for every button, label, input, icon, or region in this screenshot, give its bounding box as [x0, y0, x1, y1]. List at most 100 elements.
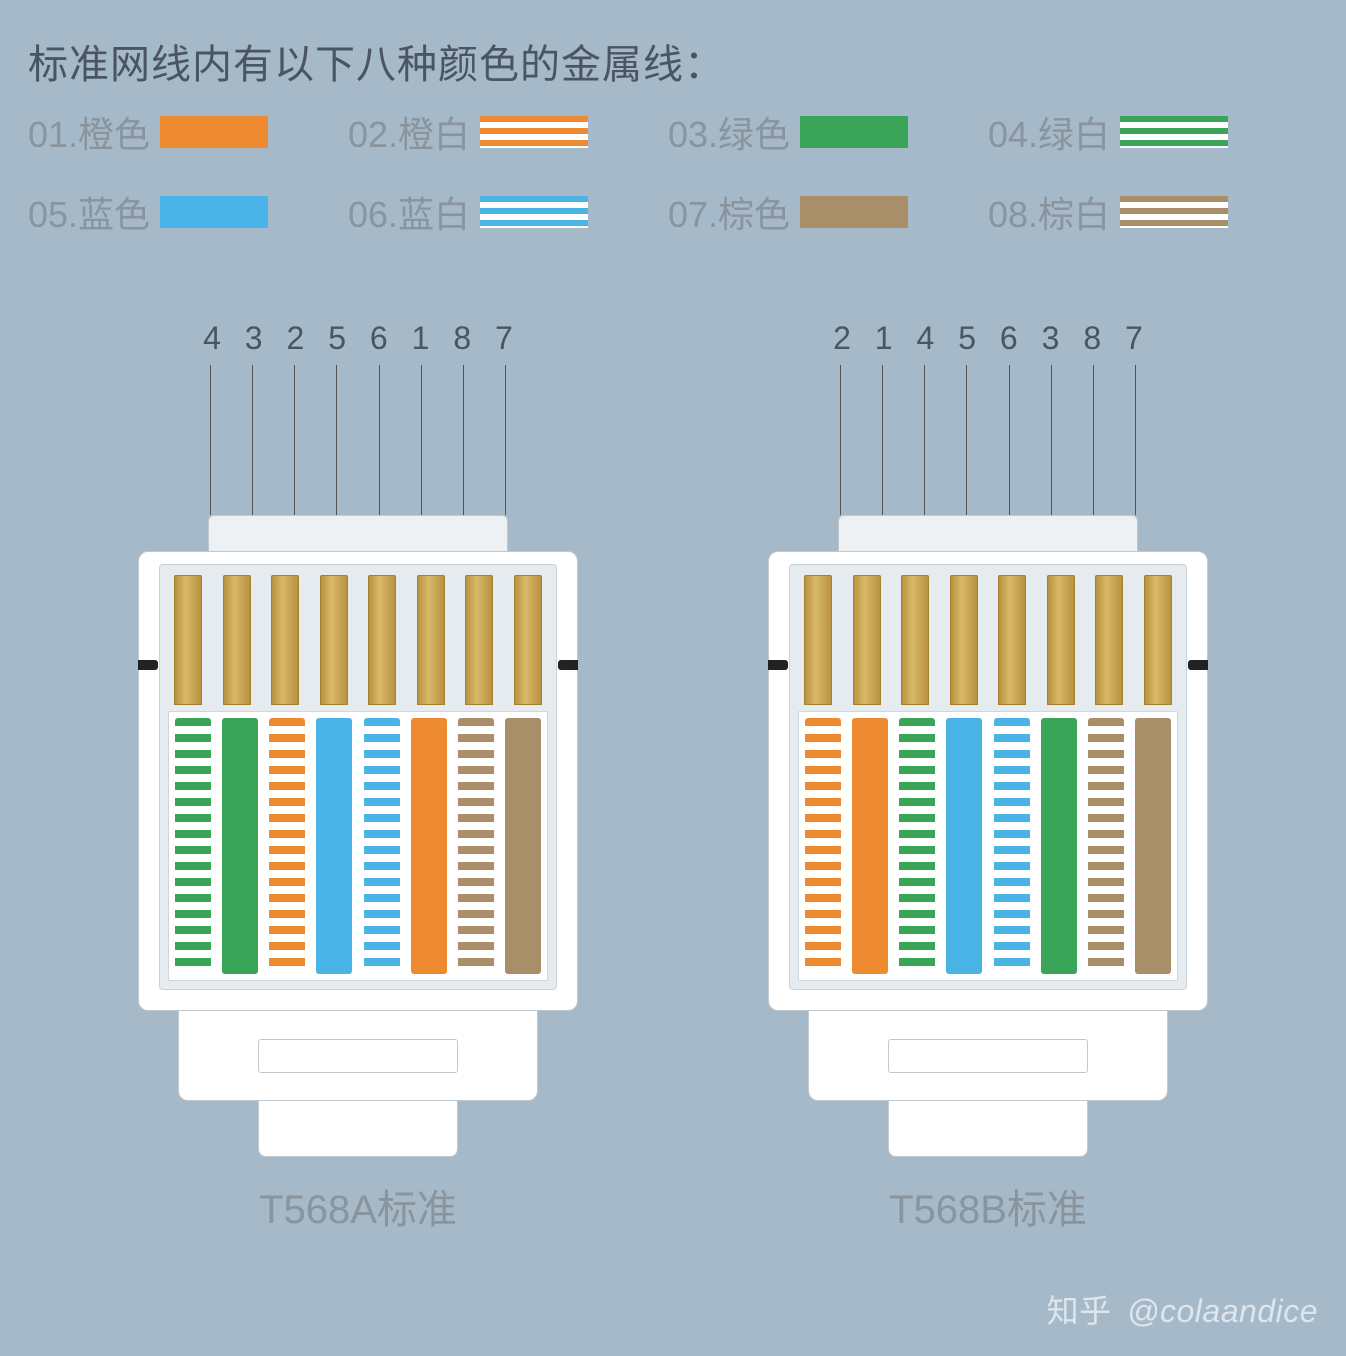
- rj45-plug: [138, 515, 578, 1157]
- plug-clip: [888, 1101, 1088, 1157]
- plug-clip: [258, 1101, 458, 1157]
- wire: [1088, 718, 1124, 974]
- connector: 21456387 T568B标准: [768, 320, 1208, 1235]
- wire: [364, 718, 400, 974]
- connector: 43256187 T568A标准: [138, 320, 578, 1235]
- lead-line: [1009, 365, 1010, 515]
- legend-label: 01.橙色: [28, 106, 150, 158]
- legend-label: 05.蓝色: [28, 186, 150, 238]
- inner-panel: [789, 564, 1187, 990]
- lead-lines: [820, 365, 1156, 515]
- gold-pin: [1095, 575, 1123, 705]
- lead-line: [505, 365, 506, 515]
- wire: [1041, 718, 1077, 974]
- wire: [899, 718, 935, 974]
- gold-pin: [465, 575, 493, 705]
- lead-line: [210, 365, 211, 515]
- lead-line: [1135, 365, 1136, 515]
- wire: [458, 718, 494, 974]
- lead-line: [379, 365, 380, 515]
- legend-item: 05.蓝色: [28, 186, 348, 238]
- pin-number: 8: [444, 320, 480, 357]
- legend-label: 07.棕色: [668, 186, 790, 238]
- legend-swatch: [1120, 116, 1228, 148]
- gold-pin: [901, 575, 929, 705]
- lead-line: [840, 365, 841, 515]
- plug-notch: [138, 660, 158, 670]
- pin-number: 1: [866, 320, 902, 357]
- pin-numbers-row: 21456387: [820, 320, 1156, 357]
- plug-top-tab: [208, 515, 508, 551]
- legend-label: 02.橙白: [348, 106, 470, 158]
- legend-swatch: [480, 116, 588, 148]
- wire-row: [168, 711, 548, 981]
- gold-pin: [417, 575, 445, 705]
- gold-pin: [271, 575, 299, 705]
- wire: [269, 718, 305, 974]
- pin-number: 7: [486, 320, 522, 357]
- watermark-logo: 知乎: [1047, 1293, 1112, 1329]
- wire: [946, 718, 982, 974]
- pin-number: 5: [949, 320, 985, 357]
- legend-label: 03.绿色: [668, 106, 790, 158]
- legend-swatch: [1120, 196, 1228, 228]
- legend: 01.橙色02.橙白03.绿色04.绿白05.蓝色06.蓝白07.棕色08.棕白: [28, 106, 1308, 238]
- gold-pin: [853, 575, 881, 705]
- pin-number: 2: [824, 320, 860, 357]
- gold-pin: [514, 575, 542, 705]
- gold-pin: [804, 575, 832, 705]
- plug-base: [178, 1011, 538, 1101]
- legend-swatch: [160, 196, 268, 228]
- plug-slot: [888, 1039, 1088, 1073]
- legend-swatch: [160, 116, 268, 148]
- legend-item: 04.绿白: [988, 106, 1308, 158]
- plug-body: [138, 551, 578, 1011]
- wire: [316, 718, 352, 974]
- gold-pin: [320, 575, 348, 705]
- legend-swatch: [480, 196, 588, 228]
- lead-line: [336, 365, 337, 515]
- lead-line: [294, 365, 295, 515]
- page-title: 标准网线内有以下八种颜色的金属线：: [28, 32, 725, 90]
- plug-notch: [1188, 660, 1208, 670]
- lead-line: [1051, 365, 1052, 515]
- legend-swatch: [800, 196, 908, 228]
- pin-number: 5: [319, 320, 355, 357]
- wire: [222, 718, 258, 974]
- pin-numbers-row: 43256187: [190, 320, 526, 357]
- connector-label: T568A标准: [138, 1177, 578, 1235]
- pin-number: 3: [1033, 320, 1069, 357]
- gold-pin: [998, 575, 1026, 705]
- wire: [852, 718, 888, 974]
- pin-number: 3: [236, 320, 272, 357]
- gold-pin: [174, 575, 202, 705]
- wire: [175, 718, 211, 974]
- lead-line: [882, 365, 883, 515]
- lead-line: [1093, 365, 1094, 515]
- lead-lines: [190, 365, 526, 515]
- plug-body: [768, 551, 1208, 1011]
- pin-number: 6: [361, 320, 397, 357]
- legend-item: 07.棕色: [668, 186, 988, 238]
- wire: [411, 718, 447, 974]
- gold-pins-row: [798, 575, 1178, 705]
- gold-pin: [368, 575, 396, 705]
- wire: [805, 718, 841, 974]
- gold-pins-row: [168, 575, 548, 705]
- pin-number: 6: [991, 320, 1027, 357]
- pin-number: 4: [907, 320, 943, 357]
- lead-line: [252, 365, 253, 515]
- lead-line: [924, 365, 925, 515]
- legend-label: 04.绿白: [988, 106, 1110, 158]
- connector-label: T568B标准: [768, 1177, 1208, 1235]
- legend-swatch: [800, 116, 908, 148]
- legend-item: 02.橙白: [348, 106, 668, 158]
- plug-top-tab: [838, 515, 1138, 551]
- pin-number: 4: [194, 320, 230, 357]
- pin-number: 1: [403, 320, 439, 357]
- lead-line: [463, 365, 464, 515]
- pin-number: 8: [1074, 320, 1110, 357]
- wire-row: [798, 711, 1178, 981]
- rj45-plug: [768, 515, 1208, 1157]
- gold-pin: [1144, 575, 1172, 705]
